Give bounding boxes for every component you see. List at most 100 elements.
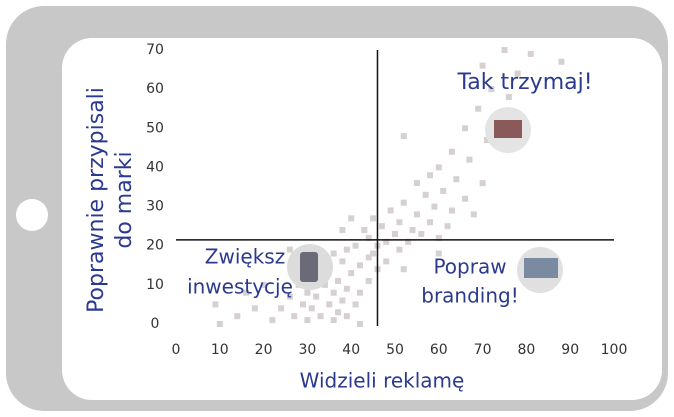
y-tick-label: 10 [146,277,164,293]
point [217,321,223,327]
point [475,106,481,112]
point [278,305,284,311]
point [396,219,402,225]
point [252,305,258,311]
y-tick-label: 30 [146,199,164,215]
point [357,290,363,296]
point [401,133,407,139]
point [344,286,350,292]
point [331,317,337,323]
point [449,207,455,213]
point [471,211,477,217]
point [423,192,429,198]
point [212,301,218,307]
x-tick-label: 20 [255,342,273,358]
point [339,258,345,264]
y-tick-label: 0 [151,316,160,332]
point [528,51,534,57]
point [335,278,341,284]
point [480,63,486,69]
quadrant-label: Tak trzymaj! [456,70,592,95]
point [339,227,345,233]
point [366,278,372,284]
y-axis-label: Poprawnie przypisali [84,87,109,313]
point [383,258,389,264]
point [414,180,420,186]
x-tick-label: 50 [386,342,404,358]
y-tick-label: 60 [146,81,164,97]
point [401,200,407,206]
point [480,180,486,186]
y-tick-label: 50 [146,120,164,136]
point [379,223,385,229]
point [388,207,394,213]
point [370,215,376,221]
point [357,262,363,268]
x-tick-label: 80 [517,342,535,358]
x-tick-label: 40 [342,342,360,358]
chart: 0 10 20 30 40 50 60 70 80 90 100 0 10 20 30 40 50 60 70 Wi… [0,0,674,417]
point [431,204,437,210]
point [331,290,337,296]
page: {"chart_data": {"type": "scatter", "x_la… [0,0,674,417]
x-tick-label: 10 [211,342,229,358]
point [353,301,359,307]
point [348,270,354,276]
point [344,247,350,253]
x-tick-label: 30 [298,342,316,358]
y-axis-label: do marki [112,151,137,248]
point [304,317,310,323]
point [449,149,455,155]
point [370,251,376,257]
point [440,188,446,194]
icon-shape [300,252,318,282]
point [414,211,420,217]
x-tick-label: 0 [172,342,181,358]
icon-shape [494,120,522,138]
y-tick-label: 40 [146,159,164,175]
point [558,59,564,65]
point [287,247,293,253]
quadrant-label: inwestycję [187,275,293,299]
quadrant-label: branding! [421,284,519,308]
point [291,313,297,319]
y-tick-label: 20 [146,238,164,254]
point [309,305,315,311]
point [396,247,402,253]
point [348,215,354,221]
point [410,227,416,233]
point [318,313,324,319]
point [502,47,508,53]
point [418,231,424,237]
x-tick-label: 70 [474,342,492,358]
x-tick-label: 60 [430,342,448,358]
point [462,125,468,131]
point [344,313,350,319]
point [339,298,345,304]
x-axis-label: Widzieli reklamę [300,369,465,393]
point [300,301,306,307]
point [326,301,332,307]
point [436,164,442,170]
x-tick-label: 90 [561,342,579,358]
icon-shape [524,258,558,278]
x-tick-label: 100 [601,342,628,358]
quadrant-label: Zwiększ [205,245,285,269]
point [401,266,407,272]
point [335,309,341,315]
point [269,317,275,323]
point [357,321,363,327]
quadrant-label: Popraw [433,255,506,279]
point [453,176,459,182]
point [234,313,240,319]
point [466,157,472,163]
point [361,227,367,233]
point [445,223,451,229]
point [313,294,319,300]
point [353,243,359,249]
y-tick-label: 70 [146,42,164,58]
point [392,231,398,237]
point [304,290,310,296]
point [427,172,433,178]
card-hole [16,199,48,231]
